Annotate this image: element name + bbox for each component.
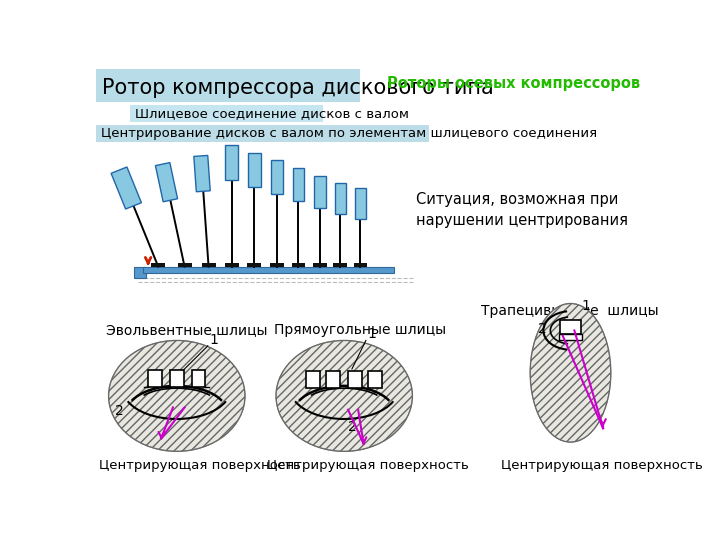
Text: 1: 1 bbox=[367, 327, 377, 341]
Text: Трапецивидные  шлицы: Трапецивидные шлицы bbox=[482, 303, 659, 318]
Bar bbox=[178, 262, 192, 267]
Bar bbox=[143, 267, 394, 273]
Text: 2: 2 bbox=[538, 322, 546, 336]
Bar bbox=[148, 370, 162, 387]
Polygon shape bbox=[335, 183, 346, 214]
Bar bbox=[202, 262, 215, 267]
Text: Прямоугольные шлицы: Прямоугольные шлицы bbox=[274, 323, 446, 337]
FancyBboxPatch shape bbox=[96, 125, 429, 142]
Text: Шлицевое соединение дисков с валом: Шлицевое соединение дисков с валом bbox=[135, 107, 409, 120]
Bar bbox=[151, 262, 165, 267]
Bar bbox=[354, 262, 367, 267]
Polygon shape bbox=[292, 168, 305, 201]
Text: Центрирующая поверхность: Центрирующая поверхность bbox=[99, 459, 301, 472]
Bar bbox=[306, 372, 320, 388]
Bar bbox=[248, 262, 261, 267]
Polygon shape bbox=[355, 188, 366, 219]
Ellipse shape bbox=[109, 340, 245, 451]
Bar bbox=[559, 334, 582, 340]
Text: Центрирующая поверхность: Центрирующая поверхность bbox=[500, 459, 703, 472]
Bar bbox=[313, 262, 327, 267]
Bar bbox=[333, 262, 347, 267]
Bar bbox=[225, 262, 239, 267]
Polygon shape bbox=[315, 176, 326, 208]
Text: 1: 1 bbox=[581, 299, 590, 313]
Polygon shape bbox=[248, 153, 261, 187]
Text: Ротор компрессора дискового типа: Ротор компрессора дискового типа bbox=[102, 78, 494, 98]
Text: Ситуация, возможная при
нарушении центрирования: Ситуация, возможная при нарушении центри… bbox=[415, 192, 628, 228]
Bar bbox=[192, 370, 205, 387]
Bar bbox=[270, 262, 284, 267]
Bar bbox=[348, 372, 362, 388]
Polygon shape bbox=[194, 156, 210, 192]
Text: 2: 2 bbox=[348, 420, 357, 434]
Ellipse shape bbox=[530, 303, 611, 442]
Bar bbox=[368, 372, 382, 388]
Polygon shape bbox=[111, 167, 141, 209]
Text: 1: 1 bbox=[210, 333, 218, 347]
Polygon shape bbox=[271, 160, 283, 194]
FancyBboxPatch shape bbox=[130, 105, 323, 122]
Text: Центрирование дисков с валом по элементам шлицевого соединения: Центрирование дисков с валом по элемента… bbox=[101, 127, 597, 140]
Text: Центрирующая поверхность: Центрирующая поверхность bbox=[266, 459, 469, 472]
Text: Роторы осевых компрессоров: Роторы осевых компрессоров bbox=[387, 76, 640, 91]
Ellipse shape bbox=[276, 340, 413, 451]
Text: Эвольвентные шлицы: Эвольвентные шлицы bbox=[106, 323, 267, 337]
Polygon shape bbox=[156, 163, 178, 202]
Bar bbox=[560, 320, 580, 334]
FancyBboxPatch shape bbox=[96, 69, 360, 102]
Bar bbox=[326, 372, 341, 388]
Text: 2: 2 bbox=[114, 404, 124, 418]
Polygon shape bbox=[225, 145, 238, 180]
Bar bbox=[292, 262, 305, 267]
Bar bbox=[134, 267, 145, 278]
Bar bbox=[170, 370, 184, 387]
